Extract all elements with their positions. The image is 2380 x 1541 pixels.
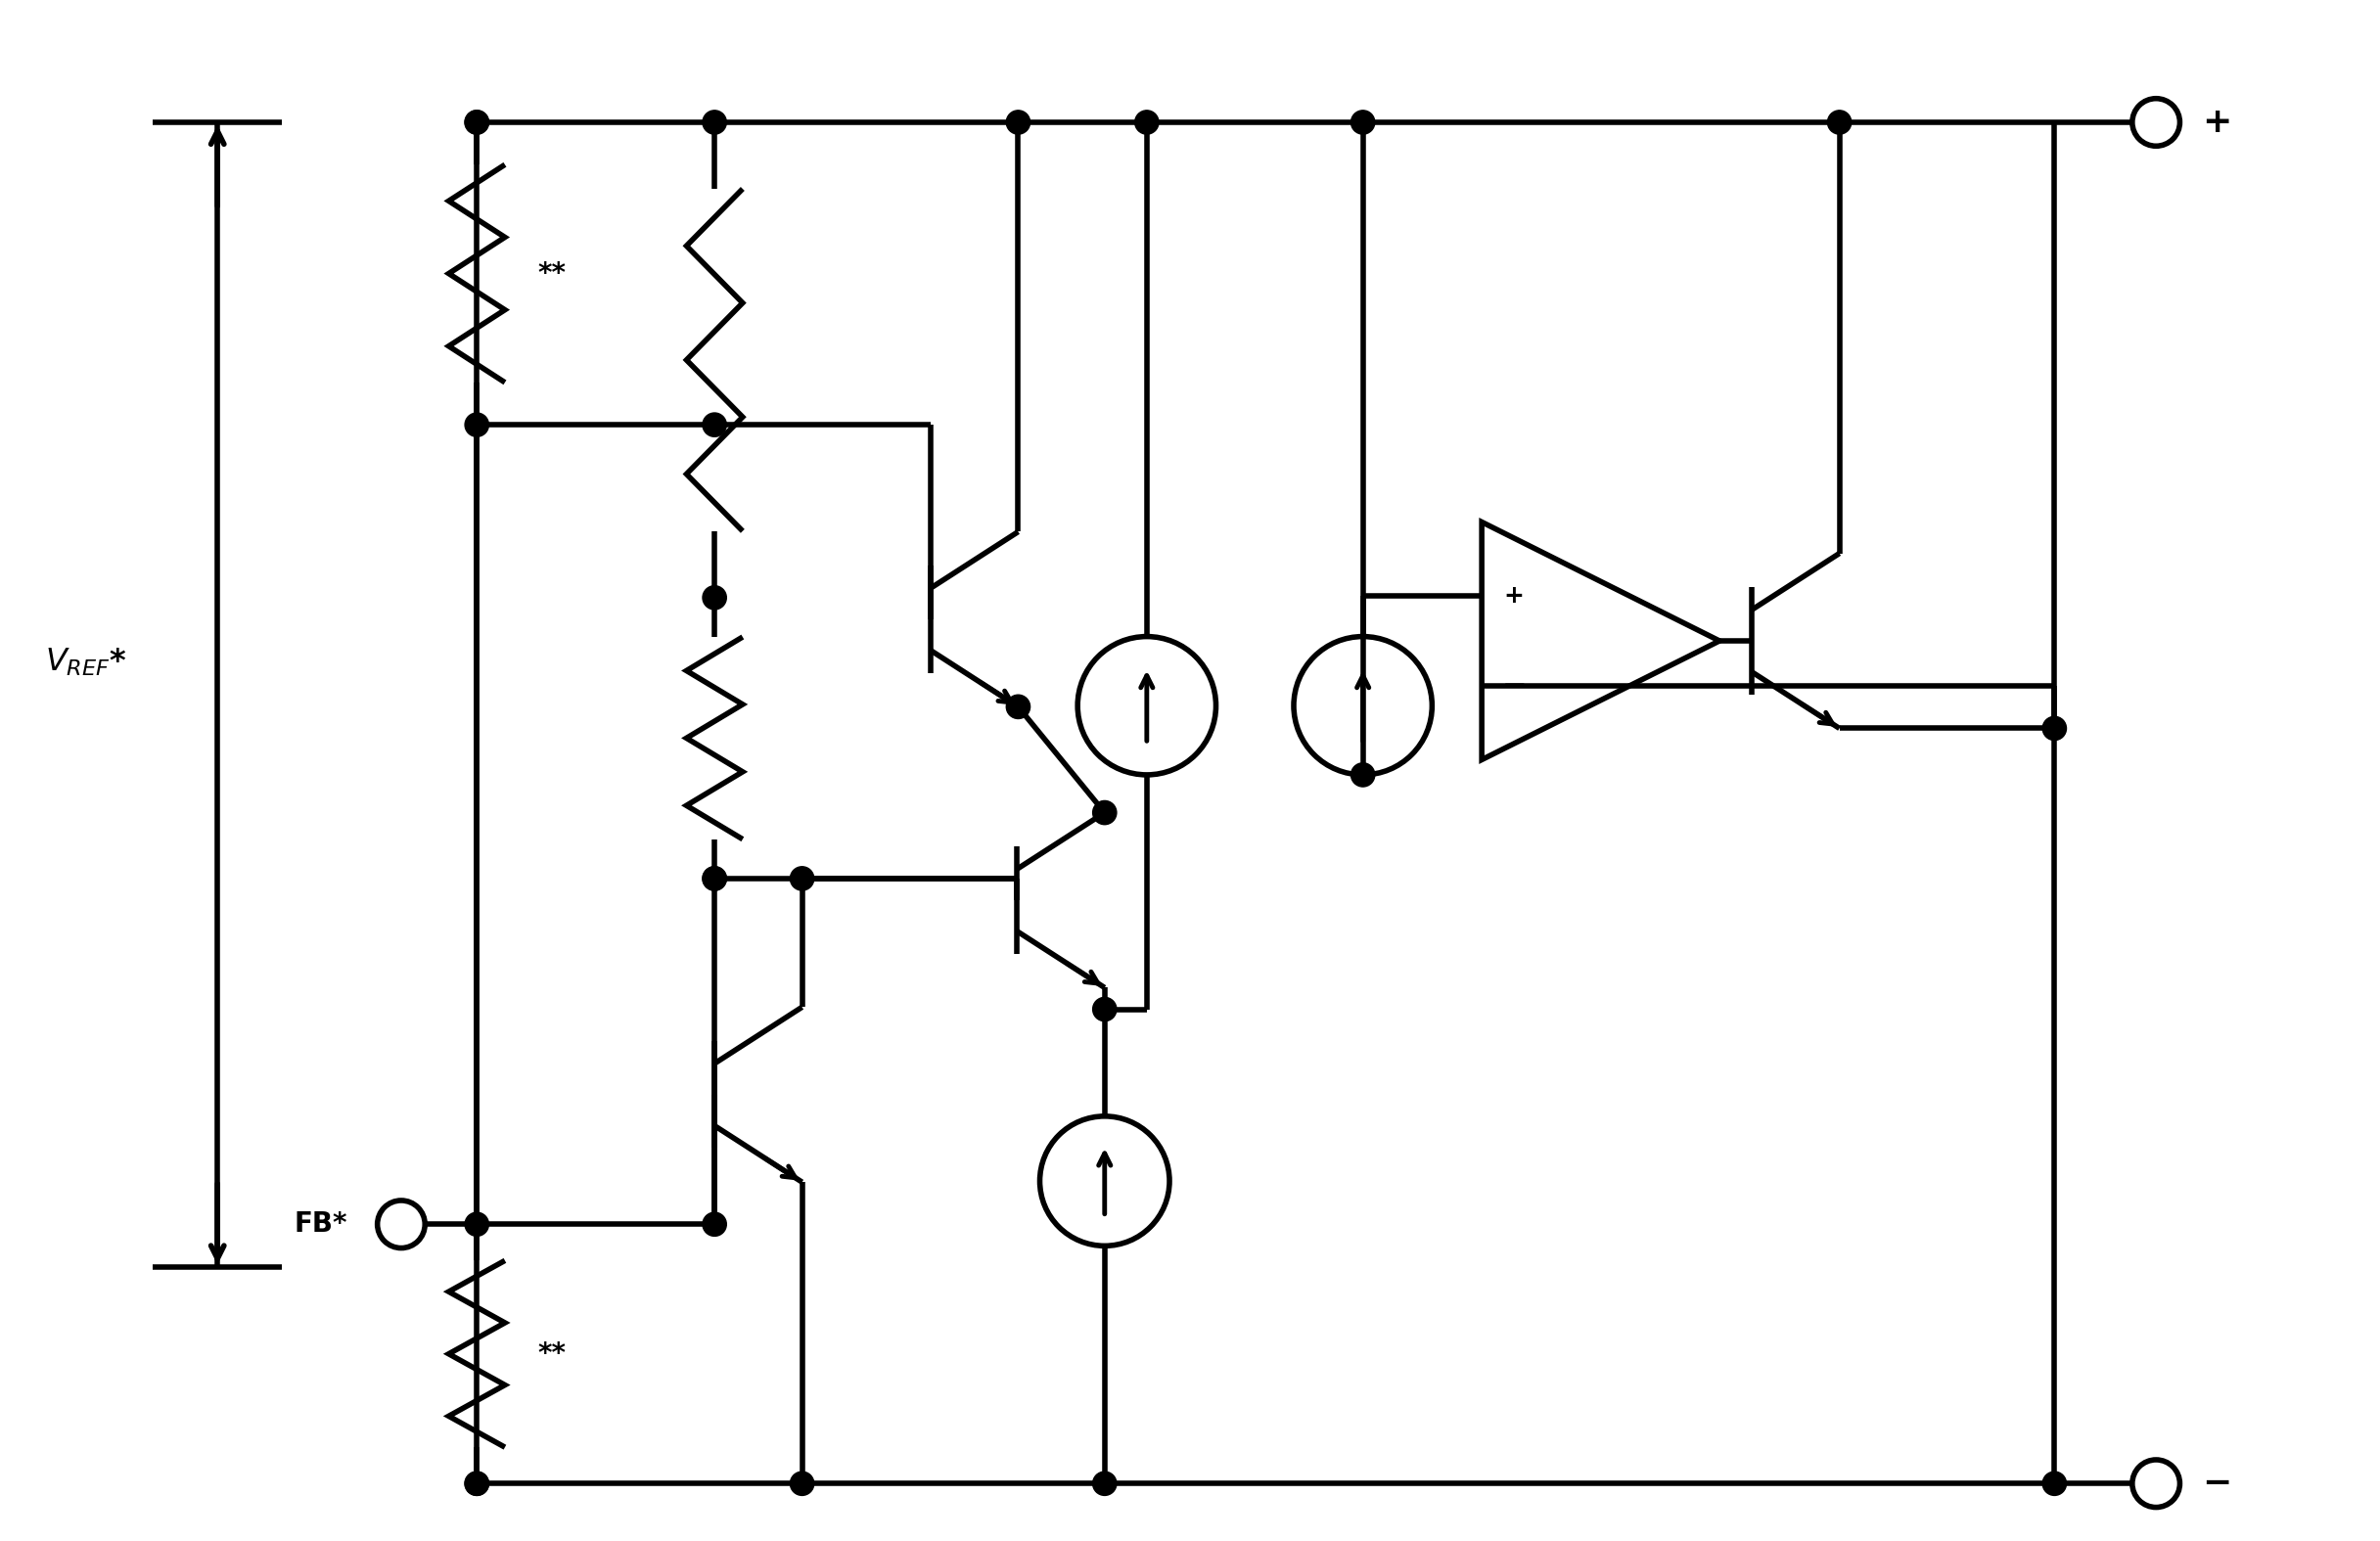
Circle shape <box>702 413 726 436</box>
Text: FB*: FB* <box>293 1211 347 1237</box>
Circle shape <box>702 866 726 891</box>
Circle shape <box>464 111 488 134</box>
Text: −: − <box>2202 1467 2232 1501</box>
Text: **: ** <box>538 260 566 287</box>
Circle shape <box>790 1472 814 1495</box>
Circle shape <box>464 1472 488 1495</box>
Text: **: ** <box>538 1341 566 1367</box>
Circle shape <box>702 586 726 610</box>
Circle shape <box>1352 111 1376 134</box>
Circle shape <box>1092 997 1116 1022</box>
Circle shape <box>464 111 488 134</box>
Circle shape <box>702 1213 726 1236</box>
Circle shape <box>2042 717 2066 740</box>
Circle shape <box>464 1213 488 1236</box>
Circle shape <box>1092 801 1116 824</box>
Circle shape <box>1092 1472 1116 1495</box>
Circle shape <box>702 111 726 134</box>
Circle shape <box>1135 111 1159 134</box>
Circle shape <box>1007 695 1031 718</box>
Circle shape <box>464 1472 488 1495</box>
Text: $V_{REF}$*: $V_{REF}$* <box>45 647 126 678</box>
Circle shape <box>464 413 488 436</box>
Circle shape <box>790 866 814 891</box>
Text: +: + <box>1504 584 1523 607</box>
Circle shape <box>1828 111 1852 134</box>
Text: +: + <box>2202 106 2232 139</box>
Circle shape <box>702 866 726 891</box>
Circle shape <box>2042 1472 2066 1495</box>
Circle shape <box>1352 763 1376 787</box>
Circle shape <box>1007 111 1031 134</box>
Text: −: − <box>1502 672 1526 700</box>
